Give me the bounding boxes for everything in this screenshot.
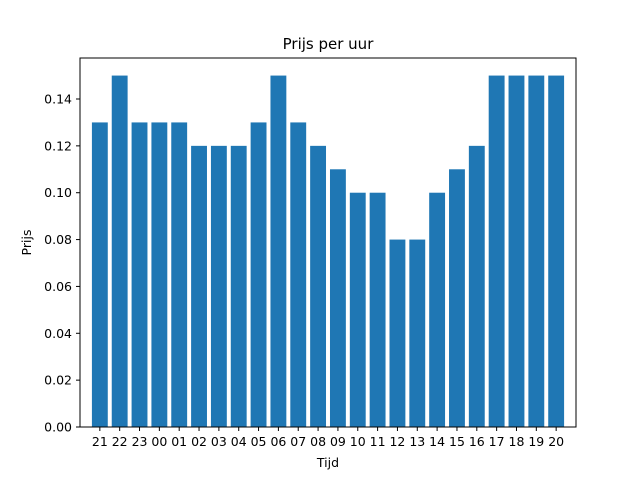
x-tick-label: 00 <box>151 434 167 449</box>
x-tick-label: 06 <box>270 434 286 449</box>
bar-07 <box>290 122 307 427</box>
x-tick-label: 13 <box>409 434 425 449</box>
y-ticks-group: 0.00 0.02 0.04 0.06 0.08 0.10 0.12 0.14 <box>44 92 80 435</box>
x-ticks-group: 21 22 23 00 01 02 03 04 05 06 07 08 09 10 11 12 13 14 15 16… <box>92 427 564 449</box>
x-axis-label: Tijd <box>316 455 339 470</box>
bar-10 <box>349 192 366 427</box>
y-tick-label: 0.00 <box>44 420 72 435</box>
chart-title: Prijs per uur <box>283 35 375 53</box>
bar-02 <box>191 145 207 427</box>
x-tick-label: 08 <box>310 434 326 449</box>
bar-23 <box>131 122 148 427</box>
x-tick-label: 11 <box>370 434 386 449</box>
y-axis-label: Prijs <box>19 230 34 256</box>
x-tick-label: 09 <box>330 434 346 449</box>
bar-22 <box>111 75 128 428</box>
x-tick-label: 23 <box>132 434 148 449</box>
bar-16 <box>468 145 485 427</box>
bar-21 <box>91 122 108 427</box>
x-tick-label: 18 <box>509 434 525 449</box>
bar-15 <box>449 169 465 428</box>
x-tick-label: 10 <box>350 434 366 449</box>
bar-09 <box>329 169 346 428</box>
bar-13 <box>409 239 426 427</box>
y-tick-label: 0.02 <box>44 373 72 388</box>
bar-20 <box>548 75 565 428</box>
y-tick-label: 0.12 <box>44 138 72 153</box>
x-tick-label: 15 <box>449 434 465 449</box>
y-tick-label: 0.14 <box>44 92 72 107</box>
bar-11 <box>369 192 386 427</box>
y-tick-label: 0.08 <box>44 232 72 247</box>
x-tick-label: 12 <box>389 434 405 449</box>
x-tick-label: 22 <box>112 434 128 449</box>
x-tick-label: 14 <box>429 434 445 449</box>
y-tick-label: 0.06 <box>44 279 72 294</box>
y-tick-label: 0.10 <box>44 185 72 200</box>
x-tick-label: 17 <box>489 434 505 449</box>
x-tick-label: 16 <box>469 434 485 449</box>
x-tick-label: 21 <box>92 434 108 449</box>
bar-05 <box>250 122 267 427</box>
bar-00 <box>151 122 168 427</box>
bar-18 <box>508 75 525 428</box>
x-tick-label: 20 <box>548 434 564 449</box>
bar-12 <box>389 239 406 427</box>
bar-08 <box>310 145 327 427</box>
bar-19 <box>528 75 545 428</box>
x-tick-label: 07 <box>290 434 306 449</box>
x-tick-label: 01 <box>171 434 187 449</box>
bar-03 <box>210 145 227 427</box>
x-tick-label: 02 <box>191 434 207 449</box>
bar-04 <box>230 145 247 427</box>
bar-14 <box>429 192 446 427</box>
x-tick-label: 05 <box>251 434 267 449</box>
bar-17 <box>488 75 505 428</box>
x-tick-label: 03 <box>211 434 227 449</box>
y-tick-label: 0.04 <box>44 326 72 341</box>
bars-group <box>91 75 565 428</box>
x-tick-label: 04 <box>231 434 247 449</box>
bar-01 <box>171 122 188 427</box>
x-tick-label: 19 <box>528 434 544 449</box>
plot-frame <box>79 57 577 428</box>
bar-06 <box>270 75 287 428</box>
